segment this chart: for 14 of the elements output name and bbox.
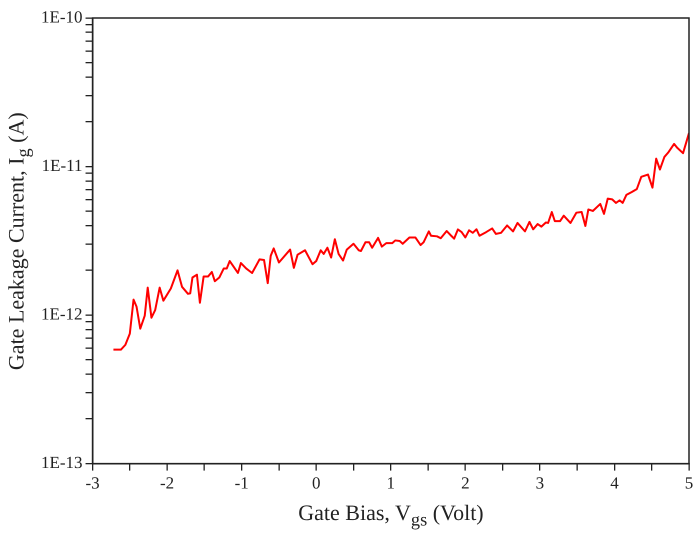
x-axis-title: Gate Bias, V$_{gs}$ (Volt) (298, 500, 484, 530)
y-tick-label: 1E-13 (41, 453, 83, 472)
x-tick-label: -2 (160, 473, 174, 492)
x-tick-label: 0 (312, 473, 320, 492)
x-tick-label: 1 (386, 473, 396, 492)
x-tick-label: 2 (461, 473, 470, 492)
x-tick-label: -1 (234, 473, 249, 492)
x-tick-label: 4 (610, 473, 620, 492)
x-tick-label: 5 (684, 473, 694, 492)
y-tick-label: 1E-10 (41, 7, 83, 26)
y-tick-label: 1E-11 (42, 156, 83, 175)
x-tick-label: -3 (85, 473, 100, 492)
y-tick-label: 1E-12 (41, 304, 83, 324)
x-tick-label: 3 (536, 473, 544, 492)
